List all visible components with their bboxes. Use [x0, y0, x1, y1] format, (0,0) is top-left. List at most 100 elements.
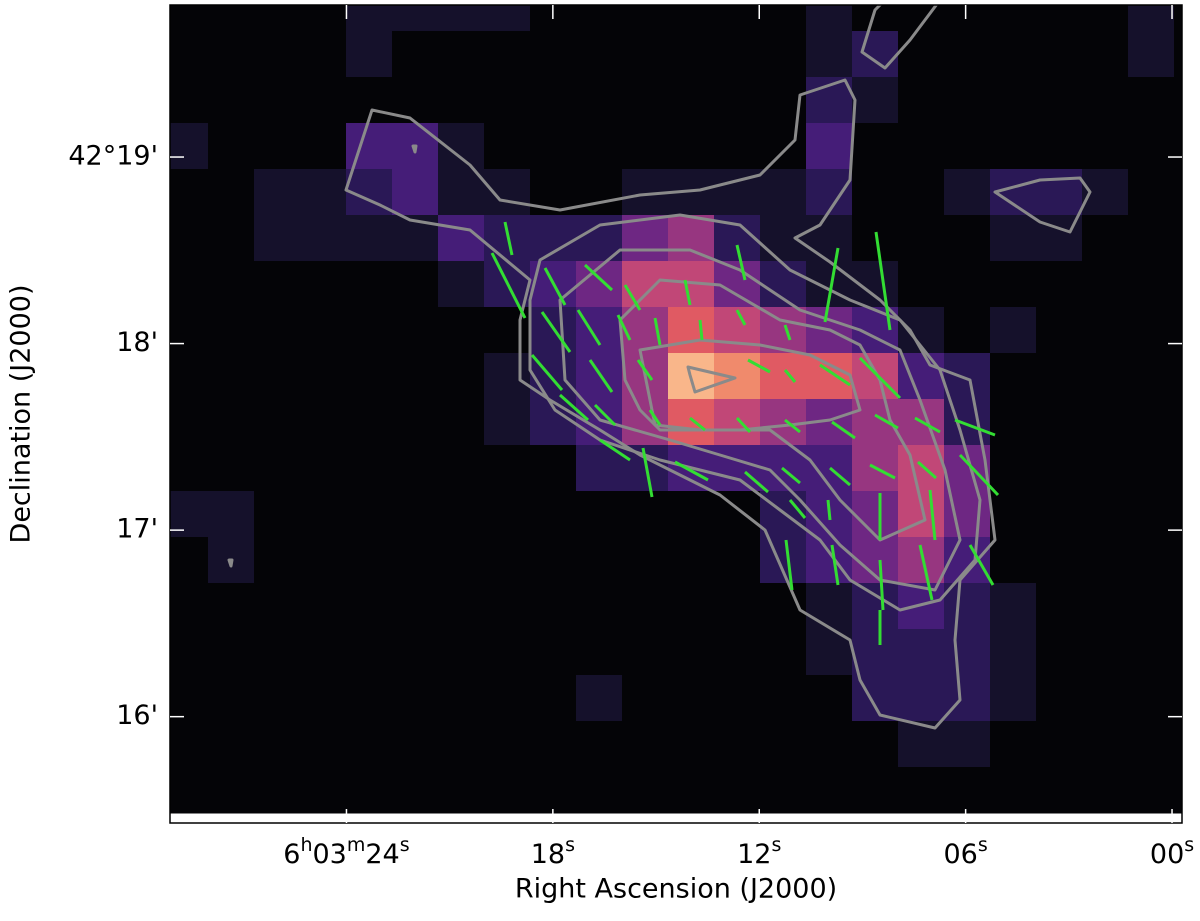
heatmap-cell: [392, 583, 439, 630]
heatmap-cell: [300, 77, 347, 124]
heatmap-cell: [898, 123, 945, 170]
heatmap-cell: [806, 169, 853, 216]
heatmap-cell: [254, 77, 301, 124]
heatmap-cell: [576, 537, 623, 584]
heatmap-cell: [1174, 583, 1182, 630]
heatmap-cell: [484, 31, 531, 78]
heatmap-cell: [990, 767, 1037, 814]
heatmap-cell: [898, 77, 945, 124]
heatmap-cell: [392, 629, 439, 676]
heatmap-cell: [254, 215, 301, 262]
heatmap-cell: [1082, 721, 1129, 768]
heatmap-cell: [208, 77, 255, 124]
heatmap-cell: [1082, 491, 1129, 538]
heatmap-cell: [1128, 721, 1175, 768]
heatmap-cell: [852, 721, 899, 768]
heatmap-cell: [760, 399, 807, 446]
heatmap-cell: [438, 261, 485, 308]
heatmap-cell: [1174, 31, 1182, 78]
heatmap-cell: [806, 353, 853, 400]
heatmap-cell: [254, 399, 301, 446]
heatmap-cell: [760, 721, 807, 768]
heatmap-cell: [576, 5, 623, 32]
heatmap-cell: [530, 675, 577, 722]
heatmap-cell: [208, 721, 255, 768]
heatmap-cell: [622, 5, 669, 32]
heatmap-cell: [484, 169, 531, 216]
heatmap-cell: [1082, 5, 1129, 32]
heatmap-cell: [944, 31, 991, 78]
heatmap-cell: [1174, 5, 1182, 32]
heatmap-cell: [1174, 399, 1182, 446]
contour: [618, 278, 927, 542]
heatmap-cell: [852, 767, 899, 814]
heatmap-cell: [1082, 77, 1129, 124]
heatmap-cell: [346, 491, 393, 538]
heatmap-cell: [760, 675, 807, 722]
heatmap-cell: [346, 261, 393, 308]
heatmap-cell: [760, 169, 807, 216]
heatmap-cell: [170, 537, 209, 584]
heatmap-cell: [760, 5, 807, 32]
heatmap-cell: [530, 537, 577, 584]
heatmap-cell: [576, 353, 623, 400]
heatmap-cell: [254, 31, 301, 78]
heatmap-cell: [898, 629, 945, 676]
heatmap-cell: [1082, 583, 1129, 630]
heatmap-cell: [806, 721, 853, 768]
heatmap-cell: [170, 215, 209, 262]
heatmap-cell: [714, 583, 761, 630]
heatmap-cell: [300, 491, 347, 538]
heatmap-cell: [346, 721, 393, 768]
contour: [993, 176, 1092, 234]
heatmap-cell: [300, 215, 347, 262]
heatmap-cell: [1174, 353, 1182, 400]
heatmap-cell: [668, 675, 715, 722]
heatmap-cell: [1036, 77, 1083, 124]
heatmap-cell: [622, 583, 669, 630]
heatmap-cell: [1174, 215, 1182, 262]
contour: [344, 78, 997, 730]
heatmap-cell: [170, 307, 209, 354]
heatmap-cell: [1128, 77, 1175, 124]
y-axis-label: Declination (J2000): [6, 285, 37, 544]
contour: [638, 338, 862, 432]
heatmap-cell: [1082, 123, 1129, 170]
heatmap-cell: [254, 629, 301, 676]
heatmap-cell: [300, 353, 347, 400]
heatmap-cell: [852, 123, 899, 170]
heatmap-cell: [852, 169, 899, 216]
heatmap-cell: [576, 307, 623, 354]
heatmap-cell: [622, 675, 669, 722]
heatmap-cell: [760, 123, 807, 170]
heatmap-cell: [1128, 353, 1175, 400]
heatmap-cell: [1082, 215, 1129, 262]
x-tick-label: 00s: [1150, 834, 1194, 870]
heatmap-cell: [170, 629, 209, 676]
heatmap-cell: [170, 77, 209, 124]
heatmap-cell: [1174, 445, 1182, 492]
heatmap-cell: [438, 169, 485, 216]
heatmap-cell: [346, 31, 393, 78]
heatmap-cell: [392, 353, 439, 400]
heatmap-cell: [806, 583, 853, 630]
heatmap-cell: [852, 215, 899, 262]
heatmap-cell: [392, 307, 439, 354]
heatmap-cell: [576, 491, 623, 538]
heatmap-cell: [170, 5, 209, 32]
heatmap-cell: [346, 537, 393, 584]
heatmap-cell: [170, 491, 209, 538]
heatmap-cell: [944, 629, 991, 676]
heatmap-cell: [438, 629, 485, 676]
heatmap-cell: [438, 675, 485, 722]
heatmap-cell: [254, 583, 301, 630]
heatmap-cell: [668, 77, 715, 124]
heatmap-cell: [300, 445, 347, 492]
heatmap-cell: [1036, 5, 1083, 32]
heatmap-cell: [346, 307, 393, 354]
heatmap-cell: [1128, 307, 1175, 354]
heatmap-cell: [484, 767, 531, 814]
heatmap-cell: [990, 629, 1037, 676]
heatmap-cell: [254, 353, 301, 400]
